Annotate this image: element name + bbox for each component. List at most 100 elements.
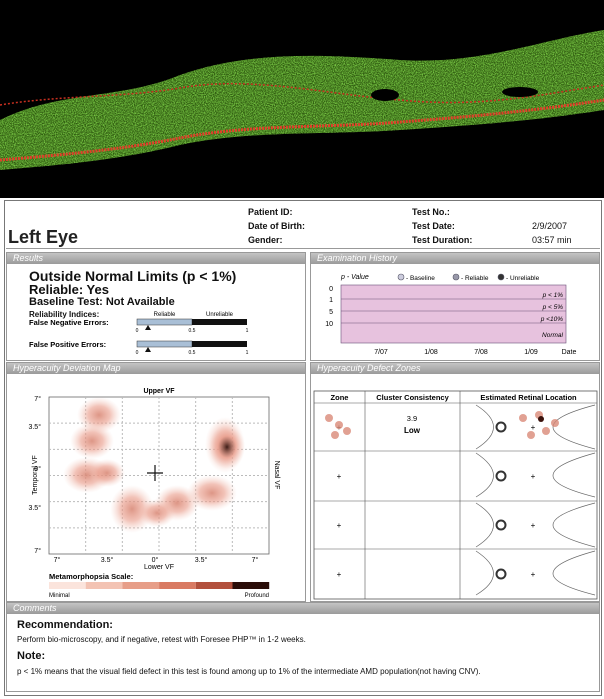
reliable-band [136, 318, 193, 326]
zone-blob [331, 431, 339, 439]
reliability-indices: Reliability Indices: [29, 310, 100, 319]
oct-scan [0, 0, 604, 198]
history-area [340, 284, 567, 344]
zone-blob [325, 414, 333, 422]
zone-dot: + [337, 472, 342, 481]
section-title: Hyperacuity Defect Zones [311, 363, 599, 374]
x-title: Date [562, 349, 577, 356]
baseline: Baseline Test: Not Available [29, 296, 175, 308]
x-label: 1/08 [424, 349, 438, 356]
y-label: 1 [329, 297, 333, 304]
test-date: 2/9/2007 [532, 221, 568, 231]
scale-step [122, 582, 160, 589]
zone-blob [527, 431, 535, 439]
optic-disc [495, 519, 507, 531]
finding: Outside Normal Limits (p < 1%) [29, 268, 237, 284]
defect-blob [89, 459, 125, 487]
fovea: + [531, 521, 536, 530]
recommendation: Perform bio-microscopy, and if negative,… [17, 635, 306, 644]
scale-step [159, 582, 196, 589]
band-label: p < 1% [542, 292, 564, 299]
zones-panel: Hyperacuity Defect Zones Zone Cluster Con… [310, 362, 600, 602]
fovea: + [531, 423, 536, 432]
y-tick-label: 0° [34, 465, 41, 473]
scale-max: Profound [245, 593, 269, 599]
x-label: 7/08 [474, 349, 488, 356]
comments-panel: Comments Recommendation: Perform bio-mic… [6, 602, 600, 692]
table-border [313, 390, 598, 600]
x-tick-label: 7° [54, 556, 61, 564]
section-title: Results [7, 253, 305, 264]
note: p < 1% means that the visual field defec… [17, 667, 481, 676]
reliable-band [136, 340, 193, 348]
optic-disc [495, 470, 507, 482]
deviation-map: Upper VF Lower VF Temporal VF Nasal VF 7° 3.5… [28, 388, 280, 599]
section-title: Examination History [311, 253, 599, 264]
unreliable-band [192, 341, 247, 347]
legend-label: - Reliable [461, 275, 489, 282]
consistency: 3.9 [407, 414, 417, 423]
map-left: Temporal VF [32, 455, 39, 495]
retina-arc [475, 502, 596, 548]
zone-blob [335, 421, 343, 429]
x-tick-label: 3.5° [101, 556, 114, 564]
index-marker [145, 347, 151, 352]
retina-arc [475, 452, 596, 498]
map-panel: Hyperacuity Deviation Map Upper VF Lower … [6, 362, 306, 602]
scale-label: 1 [246, 350, 249, 356]
map-top: Upper VF [143, 388, 175, 395]
zone-blob [519, 414, 527, 422]
retina-arc [475, 550, 596, 596]
scale-title: Metamorphopsia Scale: [49, 572, 133, 581]
retina-arc [475, 404, 596, 450]
legend-label: - Baseline [406, 275, 435, 282]
index-marker [145, 325, 151, 330]
scale-step [195, 582, 233, 589]
band-label: p <10% [540, 316, 563, 323]
field-label: Test Date: [412, 221, 455, 231]
index-label: False Positive Errors: [29, 340, 106, 349]
map-bottom: Lower VF [144, 564, 174, 571]
reliability-chart: Reliable Unreliable False Negative Errors:… [29, 312, 249, 356]
recommendation-title: Recommendation: [17, 619, 113, 631]
defect-blob [187, 475, 237, 511]
y-tick-label: 3.5° [28, 504, 41, 512]
zone-blob [551, 419, 559, 427]
legend-icon [497, 273, 505, 281]
x-tick-label: 3.5° [195, 556, 208, 564]
fovea: + [531, 570, 536, 579]
y-label: 5 [329, 309, 333, 316]
legend-label: - Unreliable [506, 275, 540, 282]
zone-blob [542, 427, 550, 435]
scale-min: Minimal [49, 593, 70, 599]
x-tick-label: 7° [252, 556, 259, 564]
defect-blob [209, 425, 245, 469]
y-tick-label: 7° [34, 547, 41, 555]
field-label: Date of Birth: [248, 221, 305, 231]
x-tick-label: 0° [152, 556, 159, 564]
y-title: p - Value [340, 274, 369, 281]
field-label: Test No.: [412, 207, 450, 217]
band-label: Normal [542, 332, 564, 339]
fovea: + [531, 472, 536, 481]
defect-blob [139, 499, 175, 527]
column-header: Zone [331, 393, 349, 402]
divider [6, 248, 600, 249]
field-label: Gender: [248, 235, 283, 245]
scale-step [232, 582, 270, 589]
y-label: 10 [325, 321, 333, 328]
history-panel: Examination History p - Value - Baseline -… [310, 252, 600, 361]
scale-label: 0.5 [189, 328, 196, 334]
test-duration: 03:57 min [532, 235, 572, 245]
zone-label: Reliable [154, 312, 176, 318]
zone-label: Unreliable [206, 312, 234, 318]
level: Low [404, 426, 421, 435]
scale-label: 0.5 [189, 350, 196, 356]
y-tick-label: 3.5° [28, 423, 41, 431]
reliable: Reliable: Yes [29, 282, 109, 297]
band-label: p < 5% [542, 304, 564, 311]
scale-label: 1 [246, 328, 249, 334]
zones-table: Zone Cluster Consistency Estimated Retinal… [313, 390, 598, 600]
scale-step [85, 582, 123, 589]
